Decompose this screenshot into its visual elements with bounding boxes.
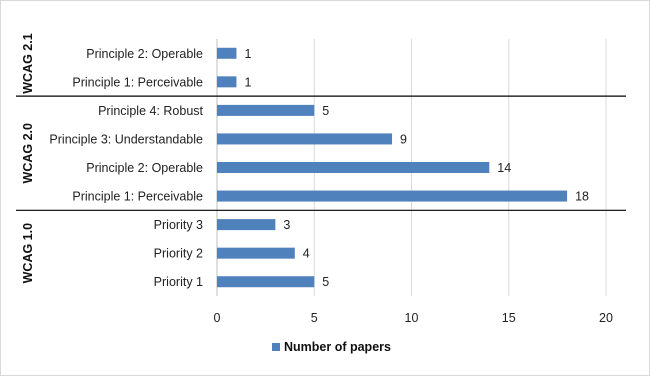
category-label: Principle 1: Perceivable xyxy=(72,190,203,204)
group-labels: WCAG 2.1 WCAG 2.0 WCAG 1.0 xyxy=(21,33,35,283)
bar xyxy=(217,47,237,59)
x-tick-labels: 0 5 10 15 20 xyxy=(214,311,613,325)
data-label: 5 xyxy=(322,104,329,118)
category-label: Priority 1 xyxy=(154,275,203,289)
bars xyxy=(217,47,568,288)
category-label: Priority 2 xyxy=(154,247,203,261)
data-label: 5 xyxy=(322,275,329,289)
x-tick-label: 5 xyxy=(311,311,318,325)
legend-label: Number of papers xyxy=(284,340,391,354)
category-label: Priority 3 xyxy=(154,218,203,232)
group-label: WCAG 1.0 xyxy=(21,223,35,283)
data-label: 3 xyxy=(283,218,290,232)
data-label: 4 xyxy=(303,247,310,261)
category-label: Principle 4: Robust xyxy=(98,104,203,118)
x-tick-label: 20 xyxy=(599,311,613,325)
x-tick-label: 10 xyxy=(405,311,419,325)
x-tick-label: 15 xyxy=(502,311,516,325)
bar xyxy=(217,76,237,88)
group-label: WCAG 2.0 xyxy=(21,123,35,183)
category-label: Principle 2: Operable xyxy=(86,161,203,175)
legend-swatch xyxy=(272,343,280,351)
group-separators xyxy=(16,95,626,211)
bar xyxy=(217,190,568,202)
bar xyxy=(217,247,295,259)
bar xyxy=(217,162,490,173)
x-tick-label: 0 xyxy=(214,311,221,325)
bar xyxy=(217,276,315,288)
category-label: Principle 1: Perceivable xyxy=(72,75,203,89)
data-label: 1 xyxy=(244,47,251,61)
group-label: WCAG 2.1 xyxy=(21,33,35,93)
data-label: 18 xyxy=(575,190,589,204)
category-labels: Principle 2: Operable Principle 1: Percei… xyxy=(49,47,203,289)
bar xyxy=(217,133,393,145)
data-label: 14 xyxy=(497,161,511,175)
category-label: Principle 2: Operable xyxy=(86,47,203,61)
bar xyxy=(217,219,276,231)
category-label: Principle 3: Understandable xyxy=(49,132,203,146)
bar xyxy=(217,104,315,116)
legend: Number of papers xyxy=(272,340,391,354)
data-label: 1 xyxy=(244,75,251,89)
data-label: 9 xyxy=(400,132,407,146)
